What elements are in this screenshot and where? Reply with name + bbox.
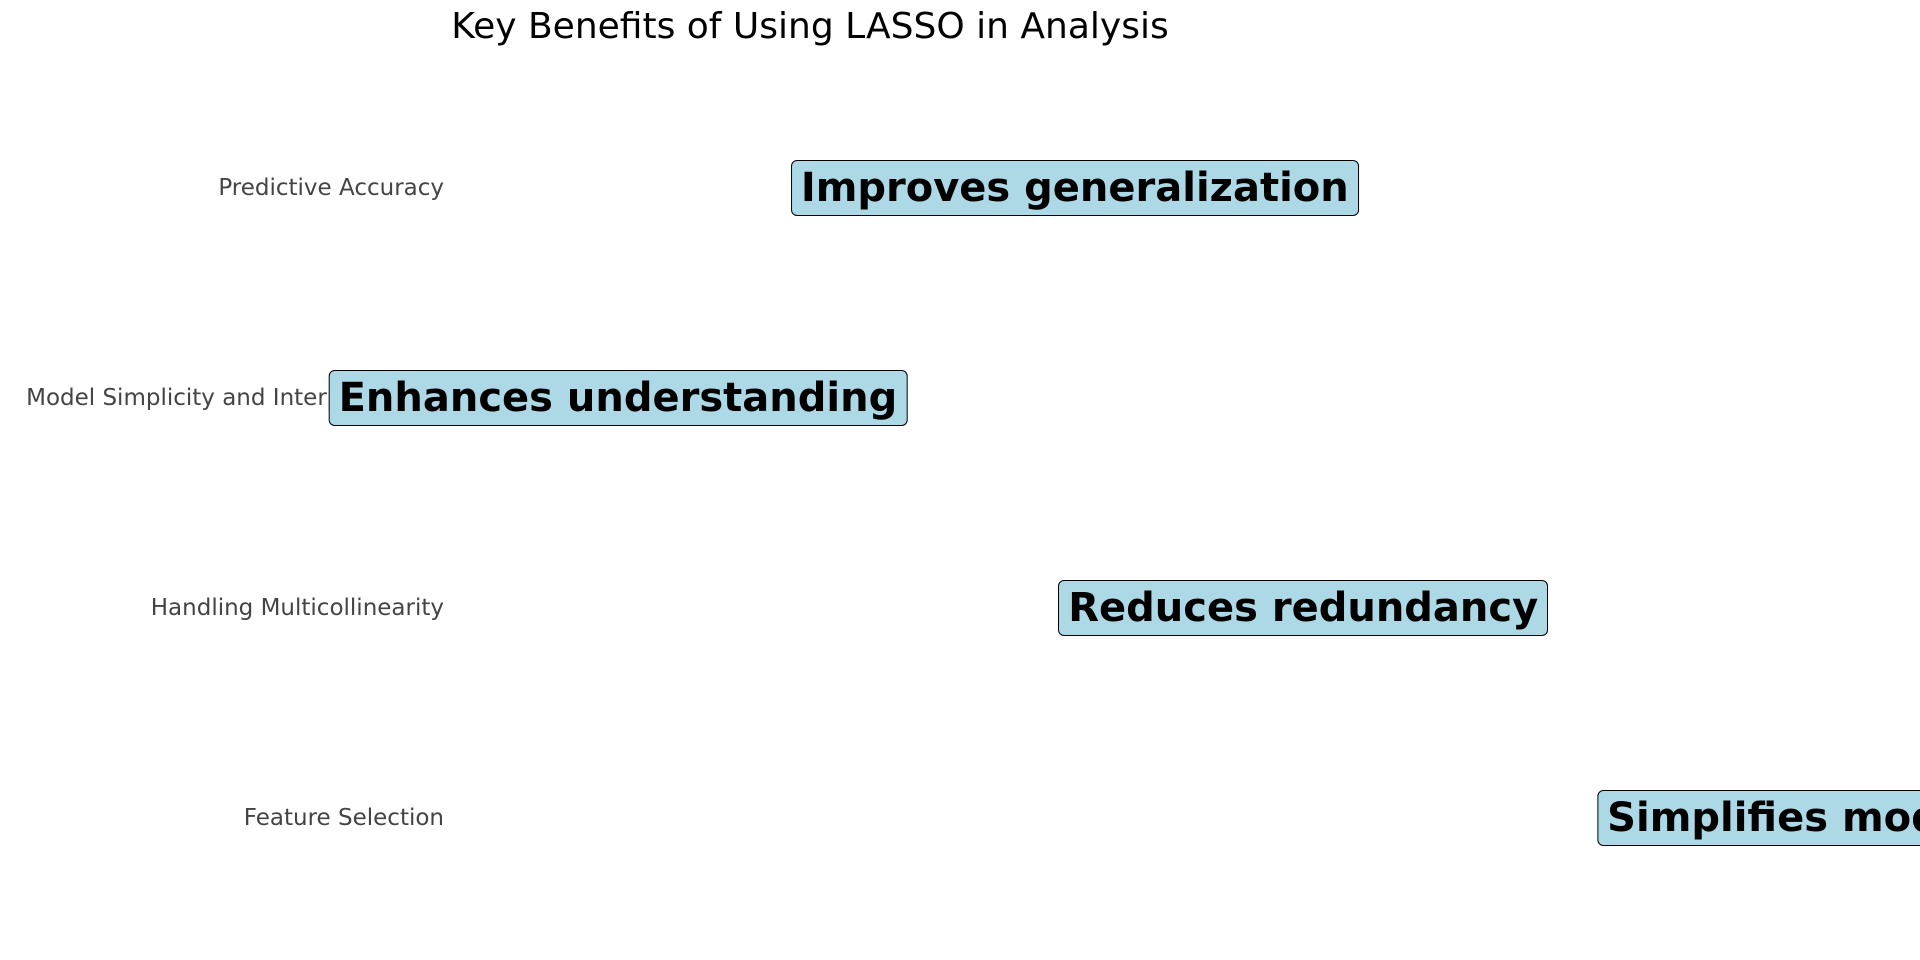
- y-tick-label: Predictive Accuracy: [218, 175, 444, 201]
- y-tick-label: Handling Multicollinearity: [150, 595, 444, 621]
- y-tick-label: Feature Selection: [243, 805, 444, 831]
- chart-title: Key Benefits of Using LASSO in Analysis: [451, 6, 1169, 47]
- data-label-box: Enhances understanding: [328, 370, 908, 426]
- data-label-box: Improves generalization: [790, 160, 1359, 216]
- data-label-box: Reduces redundancy: [1058, 580, 1549, 636]
- data-label-box: Simplifies models: [1597, 790, 1920, 846]
